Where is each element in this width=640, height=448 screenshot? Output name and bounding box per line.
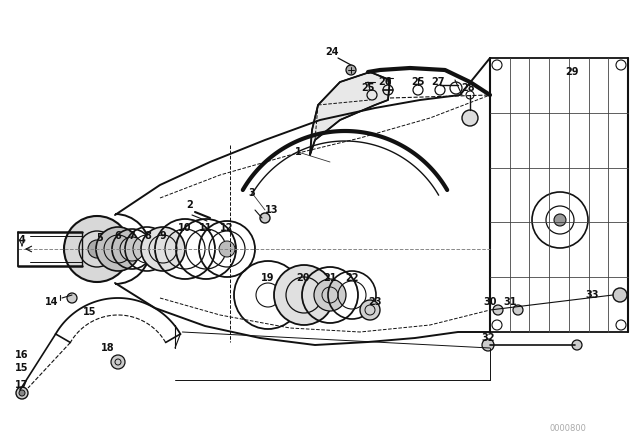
Text: 18: 18: [101, 343, 115, 353]
Circle shape: [64, 216, 130, 282]
Text: 7: 7: [129, 231, 136, 241]
Circle shape: [346, 65, 356, 75]
Text: 15: 15: [15, 363, 29, 373]
Text: 25: 25: [412, 77, 425, 87]
Text: 24: 24: [325, 47, 339, 57]
Circle shape: [67, 293, 77, 303]
Circle shape: [141, 227, 185, 271]
Text: 11: 11: [199, 223, 212, 233]
Circle shape: [274, 265, 334, 325]
Circle shape: [314, 279, 346, 311]
Text: 8: 8: [145, 231, 152, 241]
Circle shape: [513, 305, 523, 315]
Circle shape: [482, 339, 494, 351]
Text: 29: 29: [565, 67, 579, 77]
Circle shape: [572, 340, 582, 350]
Text: 26: 26: [378, 77, 392, 87]
Text: 23: 23: [368, 297, 381, 307]
Text: 28: 28: [461, 83, 475, 93]
Circle shape: [16, 387, 28, 399]
Text: 20: 20: [296, 273, 310, 283]
Text: 5: 5: [97, 233, 104, 243]
Circle shape: [88, 240, 106, 258]
Circle shape: [260, 213, 270, 223]
Text: 21: 21: [323, 273, 337, 283]
Text: 30: 30: [483, 297, 497, 307]
Circle shape: [96, 227, 140, 271]
Text: 14: 14: [45, 297, 59, 307]
Text: 22: 22: [345, 273, 359, 283]
Circle shape: [111, 355, 125, 369]
Circle shape: [360, 300, 380, 320]
Circle shape: [493, 305, 503, 315]
Polygon shape: [310, 72, 390, 155]
Text: 12: 12: [220, 223, 234, 233]
Text: 1: 1: [294, 147, 301, 157]
Circle shape: [219, 241, 235, 257]
Circle shape: [120, 237, 144, 261]
Text: 31: 31: [503, 297, 516, 307]
Text: 33: 33: [585, 290, 599, 300]
Text: 17: 17: [15, 380, 29, 390]
Circle shape: [19, 390, 25, 396]
Text: 6: 6: [115, 231, 122, 241]
Text: 25: 25: [361, 83, 375, 93]
Circle shape: [613, 288, 627, 302]
Text: 4: 4: [19, 235, 26, 245]
Text: 15: 15: [83, 307, 97, 317]
Text: 32: 32: [481, 333, 495, 343]
Text: 0000800: 0000800: [550, 423, 586, 432]
Text: 19: 19: [261, 273, 275, 283]
Circle shape: [554, 214, 566, 226]
Text: 27: 27: [431, 77, 445, 87]
Text: 10: 10: [179, 223, 192, 233]
Text: 13: 13: [265, 205, 279, 215]
Text: 9: 9: [159, 231, 166, 241]
Text: 16: 16: [15, 350, 29, 360]
Text: 2: 2: [187, 200, 193, 210]
Circle shape: [462, 110, 478, 126]
Text: 3: 3: [248, 188, 255, 198]
